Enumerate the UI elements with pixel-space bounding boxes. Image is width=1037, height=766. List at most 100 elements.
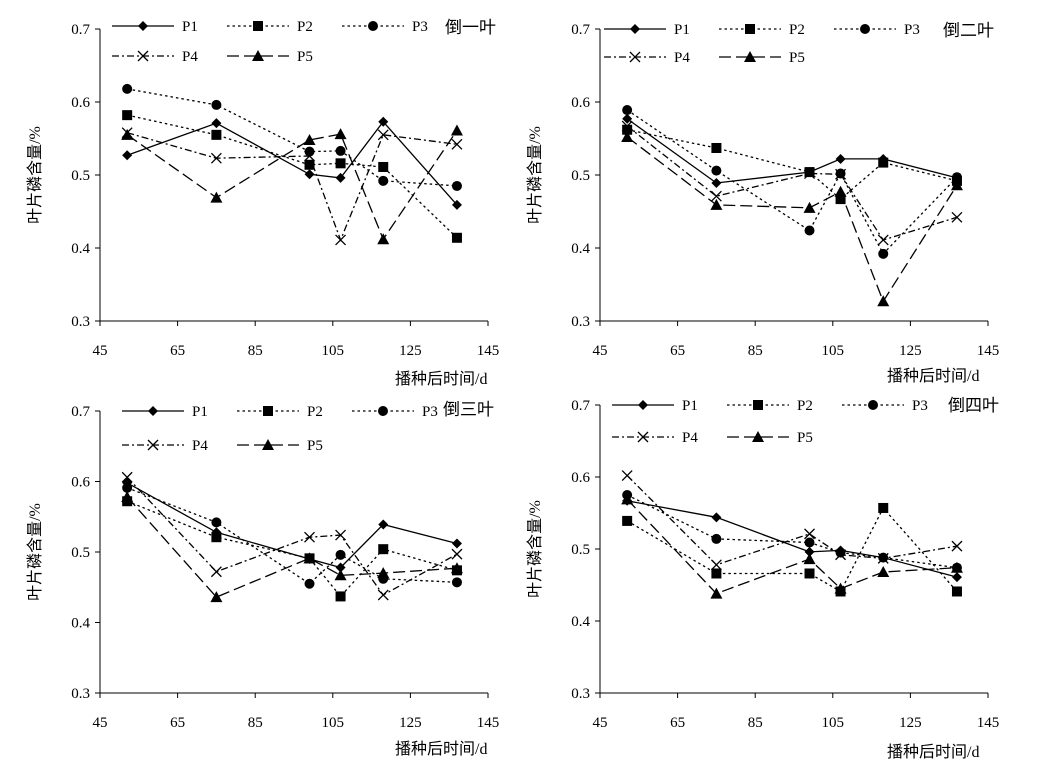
y-tick-label: 0.3 [71, 686, 90, 702]
data-point-p1 [835, 153, 846, 164]
y-tick-label: 0.7 [71, 22, 90, 38]
series-line-p3 [626, 109, 958, 255]
data-point-p5 [834, 185, 847, 197]
data-point-p3 [878, 248, 889, 259]
data-point-p1 [122, 150, 133, 161]
y-tick-label: 0.5 [571, 168, 590, 184]
data-point-p2 [622, 515, 633, 526]
x-tick-label: 125 [399, 715, 422, 731]
legend-label-p4: P4 [682, 430, 698, 446]
data-point-p5 [877, 566, 890, 578]
data-point-p5 [877, 295, 890, 307]
data-point-p2 [878, 157, 889, 168]
x-tick-label: 145 [477, 343, 500, 359]
legend-label-p2: P2 [307, 404, 323, 420]
x-axis-title: 播种后时间/d [887, 743, 979, 761]
data-point-p1 [451, 199, 462, 210]
legend-marker-p1 [148, 406, 158, 416]
data-point-p4 [210, 566, 222, 578]
legend-label-p3: P3 [422, 404, 438, 420]
data-point-p3 [211, 99, 222, 110]
legend-label-p4: P4 [192, 438, 208, 454]
y-tick-label: 0.4 [71, 241, 90, 257]
data-point-p5 [334, 569, 347, 581]
legend-marker-p3 [368, 21, 378, 31]
legend-label-p1: P1 [192, 404, 208, 420]
data-point-p4 [621, 120, 633, 132]
data-point-p1 [335, 172, 346, 183]
data-point-p3 [122, 482, 133, 493]
series-line-p2 [127, 114, 458, 239]
x-tick-label: 85 [248, 715, 263, 731]
panel-title: 倒二叶 [943, 21, 994, 40]
legend-label-p1: P1 [182, 19, 198, 35]
data-point-p5 [950, 561, 963, 573]
data-point-p1 [711, 512, 722, 523]
x-tick-label: 145 [977, 343, 1000, 359]
series-line-p5 [126, 496, 458, 598]
data-point-p4 [451, 138, 463, 150]
data-point-p5 [377, 567, 390, 579]
legend-label-p2: P2 [797, 398, 813, 414]
legend-label-p5: P5 [307, 438, 323, 454]
x-tick-label: 85 [748, 715, 763, 731]
data-point-p4 [877, 552, 889, 564]
series-line-p4 [626, 475, 958, 566]
data-point-p5 [950, 179, 963, 191]
data-point-p4 [710, 190, 722, 202]
data-point-p3 [622, 105, 633, 116]
data-point-p3 [711, 533, 722, 544]
x-tick-label: 145 [977, 715, 1000, 731]
y-tick-label: 0.6 [71, 475, 90, 491]
legend-marker-p2 [745, 24, 755, 34]
data-point-p1 [304, 169, 315, 180]
series-line-p3 [127, 88, 458, 187]
data-point-p4 [804, 168, 815, 179]
x-tick-label: 45 [93, 715, 108, 731]
data-point-p2 [804, 568, 815, 579]
panel-title: 倒一叶 [445, 18, 496, 37]
x-tick-label: 85 [748, 343, 763, 359]
x-tick-label: 145 [477, 715, 500, 731]
series-line-p1 [126, 482, 458, 569]
x-tick-label: 125 [899, 715, 922, 731]
data-point-p3 [378, 175, 389, 186]
x-tick-label: 125 [399, 343, 422, 359]
x-tick-label: 105 [322, 715, 345, 731]
legend-marker-p4 [147, 439, 159, 451]
data-point-p4 [335, 529, 347, 541]
legend-marker-p1 [638, 400, 648, 410]
data-point-p1 [451, 538, 462, 549]
data-point-p3 [804, 225, 815, 236]
y-axis-title: 叶片磷含量/% [526, 126, 544, 224]
data-point-p4 [877, 234, 889, 246]
x-tick-label: 105 [822, 715, 845, 731]
x-tick-label: 45 [93, 343, 108, 359]
series-line-p4 [626, 125, 958, 241]
data-point-p2 [711, 568, 722, 579]
data-point-p4 [951, 211, 963, 223]
legend-marker-p3 [378, 406, 388, 416]
data-point-p5 [210, 191, 223, 203]
legend-marker-p5 [262, 439, 274, 450]
legend-label-p5: P5 [789, 50, 805, 66]
x-axis-title: 播种后时间/d [887, 367, 979, 385]
data-point-p4 [451, 548, 463, 560]
legend-marker-p5 [252, 50, 264, 61]
data-point-p2 [451, 232, 462, 243]
data-point-p5 [210, 591, 223, 603]
legend-marker-p5 [744, 51, 756, 62]
data-point-p1 [622, 113, 633, 124]
series-line-p1 [626, 118, 958, 184]
data-point-p2 [304, 159, 315, 170]
data-point-p4 [377, 589, 389, 601]
data-point-p4 [835, 168, 847, 180]
data-point-p5 [121, 491, 134, 503]
legend-label-p4: P4 [182, 49, 198, 65]
y-tick-label: 0.3 [571, 314, 590, 330]
legend-label-p5: P5 [797, 430, 813, 446]
panel-title: 倒三叶 [443, 400, 494, 419]
data-point-p4 [377, 129, 389, 141]
x-tick-label: 125 [899, 343, 922, 359]
